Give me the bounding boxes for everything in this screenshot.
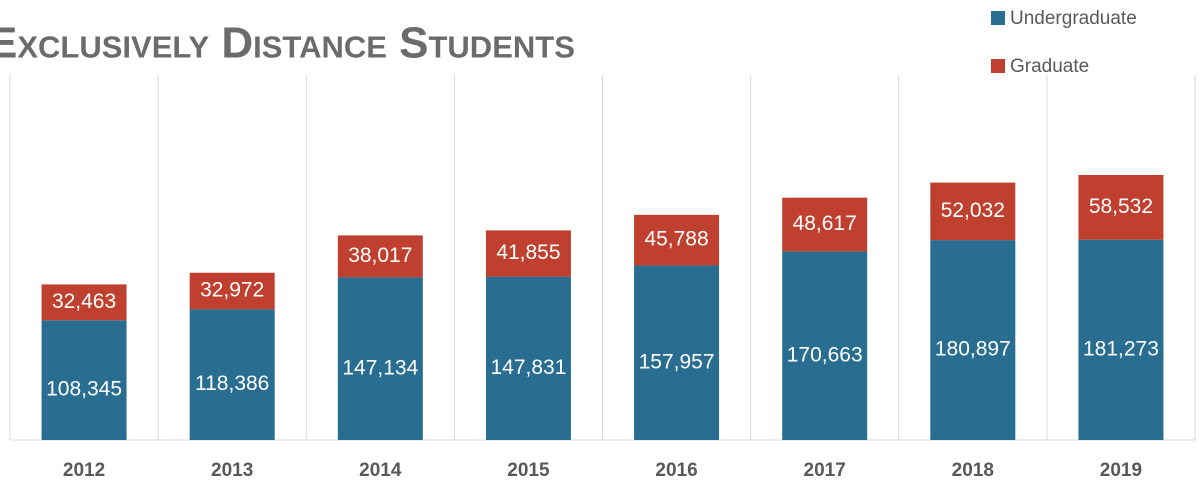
x-tick-label: 2012 [63, 460, 105, 481]
bar-segment [485, 276, 571, 440]
bar-segment [930, 240, 1016, 440]
x-tick-label: 2014 [359, 460, 402, 481]
data-label: 157,957 [639, 350, 715, 373]
x-tick-label: 2018 [952, 460, 994, 481]
data-label: 52,032 [941, 199, 1005, 222]
data-label: 180,897 [935, 338, 1011, 361]
data-label: 32,463 [52, 290, 116, 313]
chart-title: Exclusively Distance Students [0, 19, 575, 68]
data-label: 147,134 [342, 356, 418, 379]
bar-segment [782, 251, 868, 440]
x-tick-label: 2019 [1100, 460, 1142, 481]
bar-segment [634, 214, 720, 266]
data-label: 108,345 [46, 378, 122, 401]
data-label: 147,831 [490, 356, 566, 379]
bar-segment [337, 235, 423, 278]
x-tick-label: 2013 [211, 460, 253, 481]
legend-swatch [991, 59, 1005, 73]
x-tick-label: 2015 [507, 460, 550, 481]
data-label: 170,663 [787, 343, 863, 366]
bar-segment [189, 309, 275, 440]
legend-label: Undergraduate [1010, 8, 1137, 29]
bar-segment [1078, 239, 1164, 440]
legend-swatch [991, 11, 1005, 25]
bar-segment [930, 182, 1016, 241]
legend-label: Graduate [1010, 56, 1089, 77]
bar-segment [189, 272, 275, 310]
bar-segment [41, 284, 127, 321]
bar-segment [1078, 175, 1164, 240]
data-label: 58,532 [1089, 195, 1153, 218]
bar-segment [41, 320, 127, 440]
bar-segment [782, 197, 868, 252]
bar-segment [337, 277, 423, 440]
data-label: 118,386 [195, 372, 269, 395]
data-label: 45,788 [644, 228, 708, 251]
data-label: 181,273 [1083, 337, 1159, 360]
x-tick-label: 2016 [655, 460, 697, 481]
bar-segment [634, 265, 720, 440]
data-label: 32,972 [200, 279, 264, 302]
data-label: 48,617 [793, 212, 857, 235]
data-label: 38,017 [348, 244, 412, 267]
bar-segment [485, 230, 571, 277]
data-label: 41,855 [496, 241, 560, 264]
x-tick-label: 2017 [804, 460, 846, 481]
